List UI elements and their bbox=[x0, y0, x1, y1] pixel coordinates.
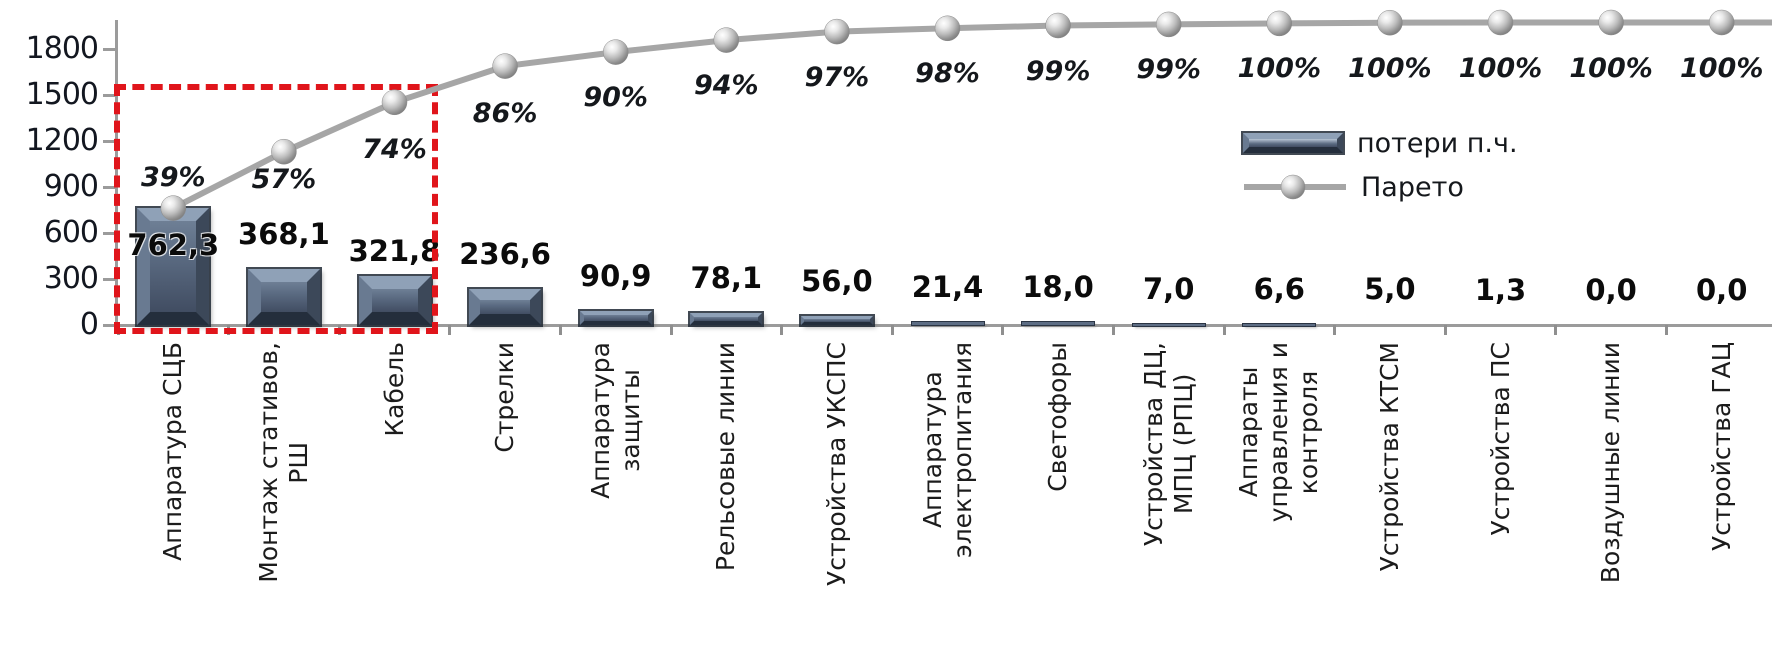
category-label-text: Устройства КТСМ bbox=[1374, 342, 1404, 572]
bar-value-label: 321,8 bbox=[348, 233, 441, 268]
y-axis-tick bbox=[103, 139, 118, 143]
pareto-percent-label: 100% bbox=[1679, 52, 1764, 84]
pareto-marker bbox=[1045, 12, 1071, 39]
legend-item-line: Парето bbox=[1243, 171, 1518, 203]
bar-value-label: 18,0 bbox=[1022, 270, 1094, 305]
bar-value-label: 6,6 bbox=[1253, 272, 1305, 306]
y-axis-tick-label: 1800 bbox=[25, 31, 99, 66]
x-axis-tick bbox=[669, 325, 673, 335]
bar bbox=[1022, 322, 1095, 325]
x-axis-tick bbox=[1001, 325, 1005, 335]
bar-value-label: 368,1 bbox=[238, 216, 330, 251]
bar-value-label: 7,0 bbox=[1143, 271, 1195, 306]
bar bbox=[911, 321, 984, 325]
y-axis-tick-label: 0 bbox=[79, 307, 99, 342]
y-axis-tick-label: 1200 bbox=[25, 123, 99, 158]
y-axis-tick bbox=[103, 93, 118, 97]
pareto-marker bbox=[934, 15, 961, 42]
x-axis-tick bbox=[780, 325, 784, 335]
bar-value-label: 5,0 bbox=[1364, 272, 1416, 307]
y-axis-tick bbox=[103, 323, 118, 327]
y-axis-tick bbox=[103, 231, 118, 235]
category-label-text: Аппаратура защиты bbox=[585, 342, 645, 499]
bar bbox=[137, 208, 210, 325]
pareto-marker bbox=[824, 18, 850, 45]
x-axis-tick bbox=[1443, 325, 1447, 335]
x-axis-tick bbox=[1554, 325, 1558, 335]
bar bbox=[1243, 324, 1316, 326]
bar-value-label: 1,3 bbox=[1474, 272, 1527, 307]
pareto-marker bbox=[1155, 11, 1182, 38]
y-axis-tick-label: 600 bbox=[43, 215, 99, 250]
legend-bar-label: потери п.ч. bbox=[1357, 127, 1518, 159]
highlight-box bbox=[114, 84, 438, 334]
pareto-marker bbox=[713, 27, 740, 53]
category-label-text: Воздушные линии bbox=[1596, 342, 1626, 584]
x-axis-line bbox=[115, 324, 1772, 327]
bar-series-swatch bbox=[1243, 133, 1343, 153]
category-label-text: Аппаратура СЦБ bbox=[158, 342, 188, 561]
category-label-text: Устройства УКСПС bbox=[821, 342, 851, 586]
y-axis-tick-label: 900 bbox=[43, 169, 99, 204]
category-label: Устройства ГАЦ bbox=[1657, 342, 1772, 644]
bar bbox=[358, 275, 431, 325]
line-series-swatch bbox=[1244, 174, 1346, 200]
legend-item-bars: потери п.ч. bbox=[1243, 127, 1518, 159]
pareto-marker bbox=[1708, 9, 1735, 36]
pareto-marker bbox=[1266, 10, 1293, 37]
pareto-marker bbox=[1598, 9, 1624, 36]
x-axis-tick bbox=[448, 325, 452, 335]
bar-value-label: 90,9 bbox=[579, 259, 652, 294]
category-label-text: Светофоры bbox=[1043, 342, 1073, 492]
bar-value-label: 78,1 bbox=[690, 261, 763, 295]
category-label-text: Стрелки bbox=[490, 342, 520, 453]
bar-value-label: 236,6 bbox=[459, 236, 551, 271]
category-label-text: Устройства ГАЦ bbox=[1706, 342, 1736, 552]
legend: потери п.ч. Парето bbox=[1243, 130, 1518, 218]
y-axis-tick bbox=[103, 185, 118, 189]
y-axis-tick-label: 300 bbox=[43, 261, 99, 296]
bar bbox=[469, 288, 542, 325]
bar-value-label: 762,3 bbox=[127, 228, 220, 263]
y-axis-tick bbox=[103, 277, 118, 281]
category-label-text: Аппаратура электропитания bbox=[917, 342, 977, 559]
pareto-marker bbox=[602, 39, 629, 65]
pareto-marker bbox=[1377, 9, 1403, 36]
bar-value-label: 56,0 bbox=[801, 264, 873, 299]
legend-line-label: Парето bbox=[1361, 171, 1464, 203]
pareto-marker bbox=[1487, 9, 1514, 36]
bar-value-label: 0,0 bbox=[1696, 273, 1748, 307]
x-axis-tick bbox=[890, 325, 894, 335]
bar bbox=[247, 268, 320, 325]
bar bbox=[579, 311, 652, 325]
pareto-marker bbox=[492, 53, 518, 79]
x-axis-tick bbox=[1222, 325, 1226, 335]
x-axis-tick bbox=[1111, 325, 1115, 335]
bar-value-label: 21,4 bbox=[911, 269, 984, 304]
x-axis-tick bbox=[1664, 325, 1668, 335]
category-label-text: Монтаж стативов, РШ bbox=[253, 342, 313, 583]
category-label-text: Кабель bbox=[379, 342, 409, 437]
bar-value-label: 0,0 bbox=[1585, 273, 1637, 307]
category-label-text: Аппараты управления и контроля bbox=[1234, 342, 1324, 523]
y-axis-tick-label: 1500 bbox=[25, 77, 99, 112]
y-axis-tick bbox=[103, 47, 118, 51]
category-label-text: Рельсовые линии bbox=[711, 342, 741, 572]
bar bbox=[1132, 323, 1205, 326]
x-axis-tick bbox=[558, 325, 562, 335]
bar bbox=[690, 313, 763, 325]
x-axis-tick bbox=[1333, 325, 1337, 335]
bar bbox=[800, 316, 873, 325]
category-label-text: Устройства ДЦ, МПЦ (РПЦ) bbox=[1138, 342, 1198, 547]
category-label-text: Устройства ПС bbox=[1485, 342, 1515, 536]
